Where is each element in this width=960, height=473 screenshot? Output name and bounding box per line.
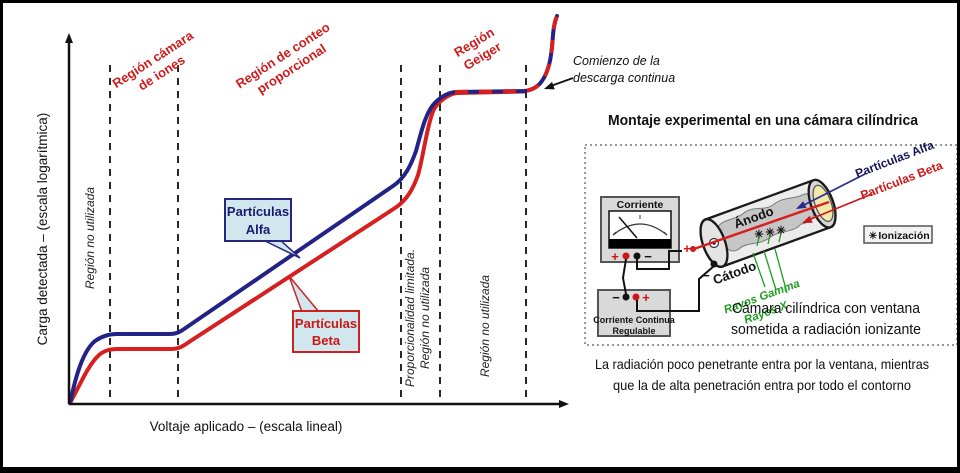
anode-wire bbox=[690, 200, 830, 252]
ammeter-tick bbox=[663, 231, 668, 236]
footnote-line1: La radiación poco penetrante entra por l… bbox=[595, 356, 929, 372]
svg-text:Beta: Beta bbox=[312, 333, 341, 348]
cathode-minus-label: − bbox=[702, 268, 710, 283]
beta-callout: Partículas Beta bbox=[288, 275, 360, 353]
alpha-callout: Partículas Alfa bbox=[224, 198, 301, 259]
wire-supply-to-cathode bbox=[636, 265, 715, 312]
ionization-stem bbox=[778, 232, 782, 243]
dc-supply: − + Corriente Continua Regulable bbox=[593, 289, 676, 337]
svg-text:Alfa: Alfa bbox=[246, 222, 271, 237]
setup-panel: Montaje experimental en una cámara cilín… bbox=[584, 113, 957, 393]
ray-pointers bbox=[752, 248, 788, 294]
setup-title: Montaje experimental en una cámara cilín… bbox=[608, 113, 919, 129]
svg-text:descarga continua: descarga continua bbox=[573, 71, 675, 85]
alpha-particle-line bbox=[799, 173, 866, 208]
supply-minus-terminal-label: − bbox=[612, 290, 620, 305]
svg-text:Partículas: Partículas bbox=[295, 316, 357, 331]
supply-label-line2: Regulable bbox=[612, 326, 655, 336]
curve-panel: Carga detectada – (escala logarítmica) V… bbox=[35, 14, 675, 434]
alpha-arrowhead-icon bbox=[796, 201, 807, 209]
svg-text:Región no utilizada: Región no utilizada bbox=[418, 267, 432, 369]
region-boundaries bbox=[109, 65, 527, 403]
supply-red-terminal bbox=[632, 293, 640, 301]
ammeter-tick bbox=[612, 231, 617, 236]
ammeter-red-terminal bbox=[622, 252, 630, 260]
footnote-line2: que la de alta penetración entra por tod… bbox=[613, 377, 911, 393]
discharge-annotation: Comienzo de la descarga continua bbox=[544, 54, 675, 90]
x-axis-label: Voltaje aplicado – (escala lineal) bbox=[150, 419, 343, 434]
ammeter-base-bar bbox=[609, 239, 671, 248]
beta-callout-box bbox=[292, 310, 360, 353]
legend-box bbox=[863, 225, 933, 244]
region-geiger-label: Región Geiger bbox=[451, 24, 504, 73]
cathode-terminal bbox=[710, 260, 718, 268]
limited-proportionality-label: Proporcionalidad limitada. Región no uti… bbox=[403, 249, 432, 387]
supply-black-terminal bbox=[622, 293, 630, 301]
ammeter-black-terminal bbox=[633, 252, 641, 260]
ammeter: Corriente + − bbox=[600, 196, 680, 264]
ray-pointer-line bbox=[774, 248, 788, 294]
ionization-legend: ✳ Ionización bbox=[863, 225, 933, 244]
ionization-star-icon: ✳ bbox=[765, 227, 774, 239]
wire-meter-to-anode bbox=[636, 250, 682, 270]
legend-label: Ionización bbox=[878, 230, 929, 242]
setup-dotted-frame bbox=[584, 144, 957, 346]
ammeter-minus-terminal-label: − bbox=[644, 249, 652, 264]
region-proportional-label: Región de conteo proporcional bbox=[233, 19, 333, 96]
ray-pointer-line bbox=[763, 250, 777, 291]
anode-plus-label: + bbox=[683, 241, 691, 256]
diagram-canvas: Carga detectada – (escala logarítmica) V… bbox=[35, 14, 957, 434]
legend-star-icon: ✳ bbox=[869, 231, 878, 242]
chamber-caption-line2: sometida a radiación ionizante bbox=[731, 322, 921, 338]
wiring bbox=[621, 250, 715, 312]
chamber-caption-line1: Cámara cilíndrica con ventana bbox=[732, 301, 921, 317]
discharge-arrowhead-icon bbox=[544, 81, 555, 90]
ammeter-needle-icon bbox=[618, 216, 638, 239]
x-axis-arrowhead-icon bbox=[559, 400, 569, 408]
supply-plus-terminal-label: + bbox=[642, 290, 650, 305]
region-ion-chamber-label: Región cámara de iones bbox=[110, 27, 197, 93]
beta-arrowhead-icon bbox=[802, 215, 813, 223]
ionization-star-icon: ✳ bbox=[754, 229, 763, 241]
ammeter-scale-arc-icon bbox=[612, 223, 668, 236]
ray-pointer-line bbox=[752, 252, 766, 288]
axes bbox=[65, 33, 569, 408]
alpha-callout-box bbox=[224, 198, 292, 242]
svg-text:Partículas: Partículas bbox=[227, 204, 289, 219]
y-axis-label: Carga detectada – (escala logarítmica) bbox=[35, 113, 50, 346]
supply-label-line1: Corriente Continua bbox=[593, 315, 675, 325]
ammeter-plus-terminal-label: + bbox=[611, 249, 619, 264]
svg-text:Proporcionalidad limitada.: Proporcionalidad limitada. bbox=[403, 249, 417, 387]
wire-meter-to-supply bbox=[621, 258, 627, 295]
beta-particle-line bbox=[805, 193, 873, 222]
alpha-curve bbox=[68, 14, 559, 405]
unused-region-right-label: Región no utilizada bbox=[478, 275, 492, 377]
ionization-events: ✳ ✳ ✳ bbox=[754, 225, 786, 247]
beta-curve bbox=[68, 89, 526, 405]
y-axis-arrowhead-icon bbox=[65, 33, 73, 43]
ionization-stem bbox=[767, 234, 771, 245]
ammeter-label: Corriente bbox=[617, 199, 664, 211]
beta-callout-tail bbox=[288, 275, 321, 313]
unused-region-left-label: Región no utilizada bbox=[83, 187, 97, 289]
merged-curve-dashes bbox=[454, 15, 559, 94]
ionization-star-icon: ✳ bbox=[776, 225, 785, 237]
svg-text:Comienzo de la: Comienzo de la bbox=[573, 54, 660, 68]
ionization-stem bbox=[756, 236, 760, 247]
